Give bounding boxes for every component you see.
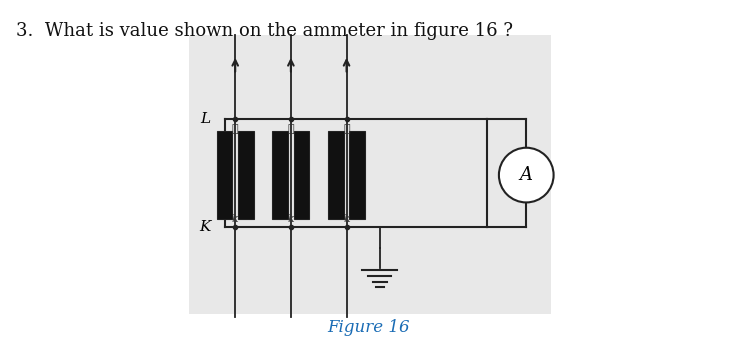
Text: ℓ: ℓ — [232, 124, 239, 134]
Circle shape — [499, 148, 554, 202]
Text: K: K — [200, 220, 211, 234]
Text: k: k — [343, 214, 350, 224]
Bar — [238, 131, 253, 219]
Text: k: k — [287, 214, 294, 224]
Text: L: L — [201, 112, 211, 126]
Bar — [189, 35, 551, 314]
Bar — [328, 131, 344, 219]
Bar — [350, 131, 365, 219]
Bar — [217, 131, 232, 219]
Text: Figure 16: Figure 16 — [327, 319, 410, 336]
Text: A: A — [520, 166, 533, 184]
Text: 3.  What is value shown on the ammeter in figure 16 ?: 3. What is value shown on the ammeter in… — [16, 22, 514, 40]
Text: k: k — [232, 214, 239, 224]
Bar — [294, 131, 310, 219]
Text: ℓ: ℓ — [343, 124, 350, 134]
Text: ℓ: ℓ — [287, 124, 294, 134]
Bar — [273, 131, 288, 219]
